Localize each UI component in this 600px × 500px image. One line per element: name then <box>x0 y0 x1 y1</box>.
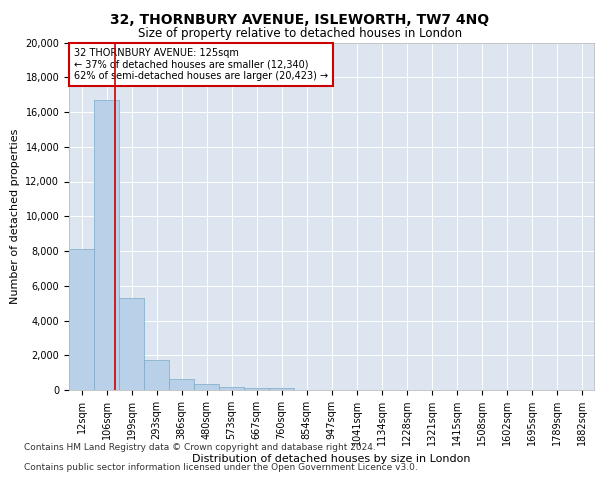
Text: Contains public sector information licensed under the Open Government Licence v3: Contains public sector information licen… <box>24 462 418 471</box>
Bar <box>269 388 294 390</box>
Bar <box>194 384 219 390</box>
Text: Contains HM Land Registry data © Crown copyright and database right 2024.: Contains HM Land Registry data © Crown c… <box>24 442 376 452</box>
Bar <box>244 388 269 390</box>
Bar <box>219 386 244 390</box>
Y-axis label: Number of detached properties: Number of detached properties <box>10 128 20 304</box>
Bar <box>169 378 194 390</box>
Text: Size of property relative to detached houses in London: Size of property relative to detached ho… <box>138 28 462 40</box>
X-axis label: Distribution of detached houses by size in London: Distribution of detached houses by size … <box>192 454 471 464</box>
Text: 32, THORNBURY AVENUE, ISLEWORTH, TW7 4NQ: 32, THORNBURY AVENUE, ISLEWORTH, TW7 4NQ <box>110 12 490 26</box>
Bar <box>69 250 94 390</box>
Bar <box>144 360 169 390</box>
Text: 32 THORNBURY AVENUE: 125sqm
← 37% of detached houses are smaller (12,340)
62% of: 32 THORNBURY AVENUE: 125sqm ← 37% of det… <box>74 48 328 81</box>
Bar <box>119 298 144 390</box>
Bar <box>94 100 119 390</box>
